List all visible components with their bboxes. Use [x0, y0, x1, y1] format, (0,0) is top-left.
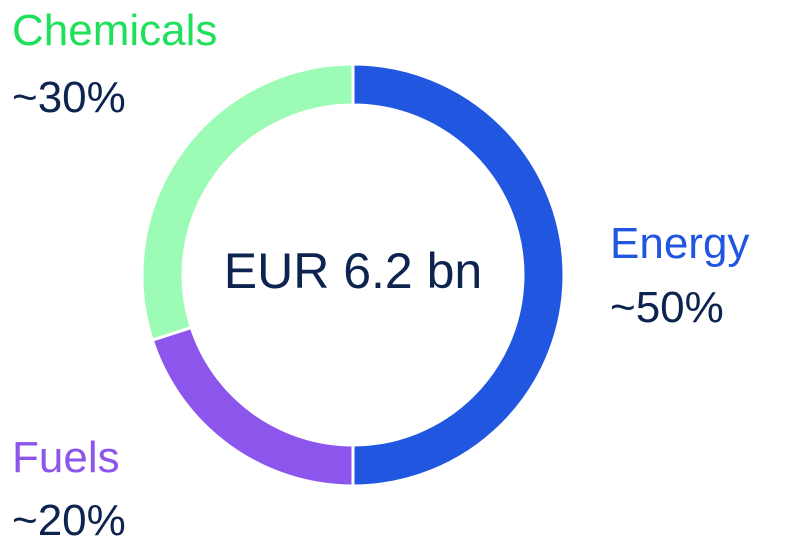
category-label: Chemicals	[12, 6, 217, 55]
center-label: EUR 6.2 bn	[224, 243, 482, 299]
value-label: ~30%	[12, 73, 126, 122]
slice	[150, 325, 355, 488]
category-label: Fuels	[12, 433, 120, 482]
value-label: ~20%	[12, 496, 126, 543]
slice	[351, 62, 566, 488]
value-label: ~50%	[610, 283, 724, 332]
category-label: Energy	[610, 219, 749, 268]
